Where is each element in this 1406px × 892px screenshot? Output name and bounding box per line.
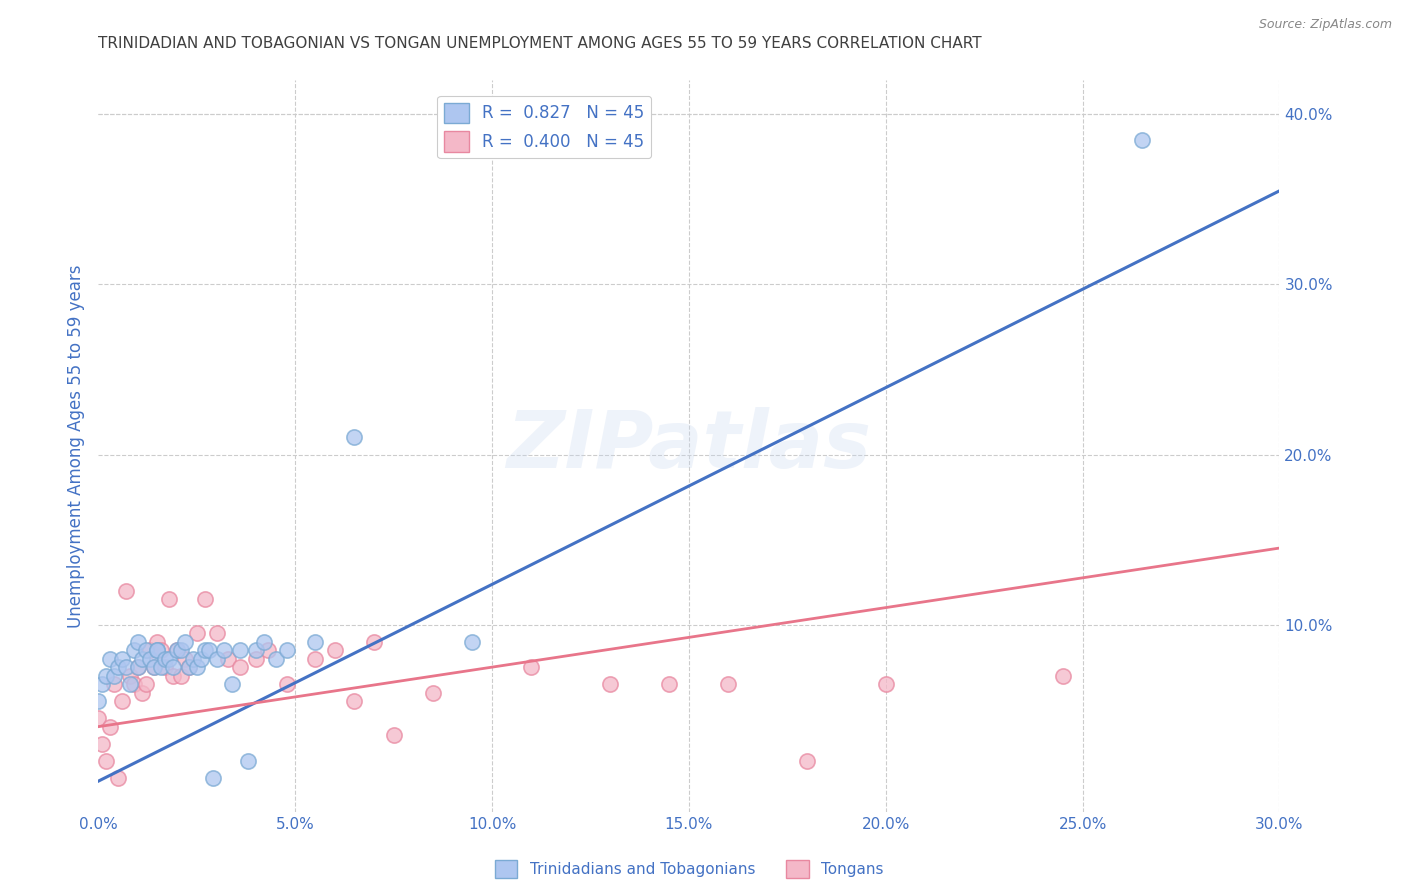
Point (217, 651, 239, 665)
Point (162, 660, 184, 674)
Point (304, 651, 326, 665)
Legend: Trinidadians and Tobagonians, Tongans: Trinidadians and Tobagonians, Tongans (488, 854, 890, 885)
Point (236, 754, 259, 768)
Point (98, 720, 121, 734)
Point (118, 677, 141, 691)
Point (103, 668, 125, 682)
Point (98, 651, 121, 665)
Point (103, 677, 125, 691)
Point (170, 643, 193, 657)
Point (276, 643, 298, 657)
Point (146, 643, 169, 657)
Point (599, 677, 621, 691)
Point (138, 643, 160, 657)
Point (111, 651, 134, 665)
Point (658, 677, 681, 691)
Point (146, 643, 169, 657)
Point (135, 677, 157, 691)
Point (155, 651, 177, 665)
Point (214, 643, 236, 657)
Point (363, 634, 385, 648)
Point (91, 677, 114, 691)
Point (256, 643, 278, 657)
Point (174, 634, 197, 648)
Point (205, 651, 228, 665)
Point (87, 694, 110, 708)
Point (245, 643, 267, 657)
Text: Source: ZipAtlas.com: Source: ZipAtlas.com (1258, 18, 1392, 31)
Point (177, 660, 200, 674)
Point (875, 677, 897, 691)
Point (177, 660, 200, 674)
Y-axis label: Unemployment Among Ages 55 to 59 years: Unemployment Among Ages 55 to 59 years (66, 264, 84, 628)
Point (127, 660, 149, 674)
Point (343, 430, 366, 444)
Point (190, 651, 212, 665)
Point (162, 668, 184, 682)
Point (135, 643, 157, 657)
Point (122, 643, 145, 657)
Point (96, 668, 118, 682)
Point (131, 686, 153, 700)
Point (205, 626, 228, 640)
Point (142, 660, 165, 674)
Point (229, 643, 252, 657)
Point (150, 643, 173, 657)
Point (461, 634, 484, 648)
Point (138, 651, 160, 665)
Point (520, 660, 543, 674)
Point (229, 660, 252, 674)
Point (186, 660, 208, 674)
Point (107, 771, 129, 785)
Point (245, 651, 267, 665)
Point (1130, 133, 1153, 147)
Point (304, 634, 326, 648)
Point (343, 694, 366, 708)
Point (157, 592, 180, 607)
Point (264, 651, 287, 665)
Point (96, 754, 118, 768)
Point (201, 771, 224, 785)
Point (796, 754, 818, 768)
Point (174, 651, 197, 665)
Point (1052, 668, 1074, 682)
Point (111, 694, 134, 708)
Point (194, 643, 217, 657)
Point (382, 728, 405, 742)
Point (186, 626, 208, 640)
Point (118, 668, 141, 682)
Point (253, 634, 276, 648)
Point (127, 634, 149, 648)
Point (91, 737, 114, 751)
Point (157, 651, 180, 665)
Point (323, 643, 346, 657)
Point (146, 634, 169, 648)
Point (194, 592, 217, 607)
Text: ZIPatlas: ZIPatlas (506, 407, 872, 485)
Point (131, 651, 153, 665)
Point (166, 643, 188, 657)
Point (166, 643, 188, 657)
Point (276, 677, 298, 691)
Point (181, 651, 204, 665)
Point (197, 643, 219, 657)
Point (717, 677, 740, 691)
Text: TRINIDADIAN AND TOBAGONIAN VS TONGAN UNEMPLOYMENT AMONG AGES 55 TO 59 YEARS CORR: TRINIDADIAN AND TOBAGONIAN VS TONGAN UNE… (98, 36, 981, 51)
Point (155, 660, 177, 674)
Point (221, 677, 243, 691)
Point (107, 660, 129, 674)
Point (150, 660, 173, 674)
Point (122, 677, 145, 691)
Point (170, 668, 193, 682)
Point (87, 711, 110, 725)
Point (142, 660, 165, 674)
Point (422, 686, 444, 700)
Point (115, 660, 138, 674)
Point (127, 660, 149, 674)
Point (115, 583, 138, 598)
